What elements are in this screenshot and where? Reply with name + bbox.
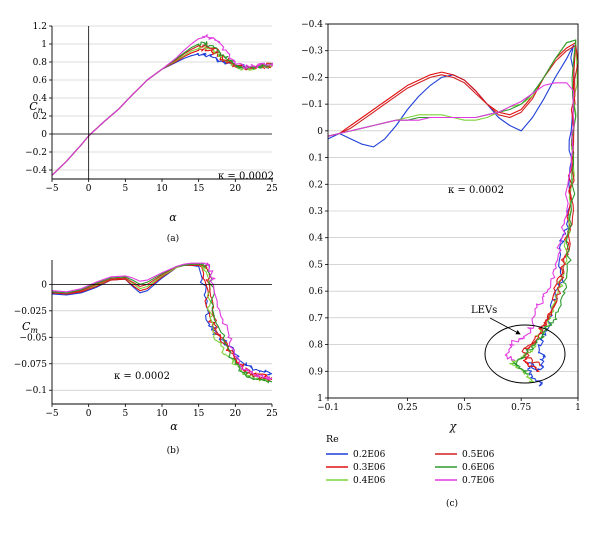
panel-c-ytick-label: 0.2: [309, 180, 323, 190]
panel-a-ytick-label: 0: [41, 130, 47, 140]
panel-b-ytick-label: −0.05: [19, 333, 47, 343]
panel-a-ytick-label: 1.2: [33, 22, 47, 32]
panel-b-xtick-label: 0: [86, 409, 92, 419]
legend-title: Re: [326, 434, 339, 445]
panel-b-annotation: κ = 0.0002: [114, 371, 170, 382]
panel-b-xtick-label: 15: [193, 409, 205, 419]
panel-c-series-0.3E06: [327, 42, 577, 373]
panel-c-xlabel: χ: [449, 420, 458, 433]
panel-a-ytick-label: 0.2: [33, 112, 47, 122]
panel-b-tick-labels: 0 −0.025 −0.05 −0.075 −0.1 −5 0 5 10 15 20 25: [14, 280, 278, 419]
panel-c-ytick-label: 0.8: [309, 341, 324, 351]
panel-c-ytick-label: 0.3: [309, 207, 324, 217]
panel-a-ylabel-sub: n: [38, 106, 43, 115]
levs-ellipse: [484, 324, 566, 384]
panel-c-ytick-label: −0.1: [301, 100, 323, 110]
panel-a-ytick-label: 0.8: [33, 58, 48, 68]
panel-c-ytick-label: −0.2: [301, 73, 323, 83]
panel-a-gridlines: [52, 25, 272, 171]
panel-a-cn-chart: −0.4−0.200.20.40.60.811.2−5 0 5 10 15 20 25 Cn…: [25, 22, 278, 244]
panel-a-ytick-label: 1: [41, 40, 47, 50]
legend: Re 0.2E06 0.3E06 0.4E06 0.5E06 0.6E06 0.7E06: [326, 434, 495, 486]
levs-callout-label: LEVs: [471, 305, 497, 316]
panel-a-xlabel: α: [169, 211, 177, 224]
panel-a-label: (a): [167, 233, 179, 244]
panel-b-cm-chart: 0−0.025−0.05−0.075−0.1−5 0 5 10 15 20 25 Cm α …: [14, 260, 278, 456]
panel-b-series-0.6E06: [51, 262, 273, 384]
panel-c-frame: [327, 23, 579, 399]
legend-label-0.2E06: 0.2E06: [353, 450, 386, 460]
panel-c-ytick-label: 0.5: [309, 260, 324, 270]
panel-b-ylabel-sub: m: [30, 326, 38, 335]
panel-c-chi-chart: −0.4 −0.3 −0.2 −0.1 0 0.1 0.2 0.3 0.4 0.5 0.6 0.7 0.…: [301, 20, 581, 509]
panel-b-ylabel: Cm: [22, 320, 38, 335]
panel-a-series-0.2E06: [51, 52, 273, 176]
panel-c-xtick-label: 0.5: [457, 403, 472, 413]
panel-a-axes: [49, 25, 273, 182]
panel-c-xtick-label: 1: [575, 403, 581, 413]
panel-a-xtick-label: 5: [122, 184, 128, 194]
panel-b-series: [51, 262, 273, 384]
panel-a-xtick-label: 10: [156, 184, 168, 194]
panel-b-ytick-label: 0: [41, 280, 47, 290]
panel-c-xtick-label: 0.25: [398, 403, 418, 413]
panel-c-ytick-label: 0.4: [309, 234, 324, 244]
panel-c-ytick-label: 1: [317, 394, 323, 404]
legend-label-0.4E06: 0.4E06: [353, 476, 386, 486]
legend-label-0.3E06: 0.3E06: [353, 463, 386, 473]
legend-label-0.7E06: 0.7E06: [462, 476, 495, 486]
panel-c-gridlines: [328, 23, 578, 399]
panel-c-ytick-label: 0.7: [309, 314, 324, 324]
panel-a-ytick-label: 0.6: [33, 76, 48, 86]
panel-b-label: (b): [167, 445, 180, 456]
panel-a-xtick-label: 15: [193, 184, 205, 194]
panel-c-xtick-label: 0.75: [511, 403, 531, 413]
legend-label-0.5E06: 0.5E06: [462, 450, 495, 460]
panel-c-ytick-label: 0.6: [309, 287, 324, 297]
panel-b-ytick-label: −0.025: [14, 307, 48, 317]
panel-a-tick-labels: −0.4 −0.2 0 0.2 0.4 0.6 0.8 1 1.2 −5 0 5 10 15 20 25: [25, 22, 278, 194]
panel-c-axes: [325, 23, 579, 401]
panel-a-annotation: κ = 0.0002: [218, 171, 274, 182]
panel-b-xtick-label: −5: [45, 409, 59, 419]
panel-a-series-0.6E06: [51, 41, 273, 176]
panel-b-series-0.7E06: [51, 262, 272, 381]
panel-b-series-0.2E06: [51, 264, 273, 376]
panel-a-xtick-label: 25: [266, 184, 278, 194]
panel-a-series-0.7E06: [51, 34, 273, 176]
panel-c-series-0.2E06: [327, 44, 576, 387]
panel-b-xtick-label: 20: [230, 409, 242, 419]
panel-c-ytick-label: 0.9: [309, 367, 324, 377]
panel-c-ytick-label: −0.4: [301, 20, 323, 30]
panel-c-xtick-label: −0.1: [317, 403, 339, 413]
panel-b-axes: [49, 260, 273, 407]
legend-label-0.6E06: 0.6E06: [462, 463, 495, 473]
panel-b-xtick-label: 25: [266, 409, 278, 419]
panel-c-label: (c): [446, 498, 458, 509]
panel-b-ytick-label: −0.075: [14, 360, 48, 370]
panel-b-xlabel: α: [170, 420, 178, 433]
panel-a-xtick-label: 0: [86, 184, 92, 194]
panel-a-xtick-label: 20: [230, 184, 242, 194]
panel-a-ytick-label: −0.4: [25, 166, 47, 176]
levs-callout-arrow: [489, 317, 521, 335]
panel-b-ytick-label: −0.1: [25, 386, 47, 396]
panel-b-series-0.3E06: [51, 264, 273, 380]
panel-c-series-0.6E06: [327, 39, 577, 375]
panel-c-ytick-label: 0: [317, 127, 323, 137]
panel-c-tick-labels: −0.4 −0.3 −0.2 −0.1 0 0.1 0.2 0.3 0.4 0.5 0.6 0.7 0.…: [301, 20, 581, 413]
panel-c-series-0.7E06: [327, 82, 575, 362]
panel-a-ytick-label: 0.4: [33, 94, 48, 104]
panel-a-ytick-label: −0.2: [25, 148, 47, 158]
panel-b-xtick-label: 5: [122, 409, 128, 419]
panel-c-ytick-label: 0.1: [309, 154, 323, 164]
panel-c-ytick-label: −0.3: [301, 47, 323, 57]
panel-b-xtick-label: 10: [156, 409, 168, 419]
panel-c-series-0.5E06: [327, 44, 579, 367]
panel-c-series: [327, 39, 579, 387]
panel-a-xtick-label: −5: [45, 184, 59, 194]
panel-a-series: [51, 34, 273, 176]
panel-c-annotation: κ = 0.0002: [448, 185, 504, 196]
